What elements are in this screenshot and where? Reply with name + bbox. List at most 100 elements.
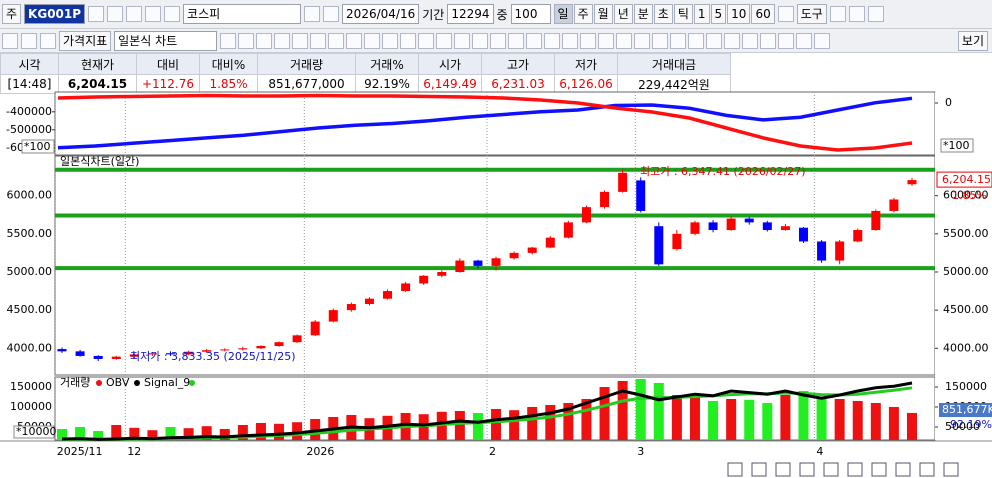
interval[interactable]: 월 [593, 4, 613, 24]
interval[interactable]: 분 [633, 4, 653, 24]
icon[interactable] [829, 6, 846, 22]
icon[interactable] [562, 32, 579, 49]
candle-body [419, 275, 429, 284]
candle-body [455, 260, 465, 272]
candle-body [618, 172, 628, 192]
volume-bar [689, 397, 700, 440]
icon[interactable] [304, 6, 321, 22]
icon[interactable] [526, 32, 543, 49]
icon[interactable] [760, 32, 777, 49]
y-tick-label: 5000.00 [7, 265, 53, 278]
unit-box [21, 139, 55, 154]
period[interactable]: 12294 [447, 4, 494, 24]
icon[interactable] [867, 6, 884, 22]
icon[interactable] [724, 32, 741, 49]
candle-body [166, 353, 176, 355]
icon[interactable] [220, 32, 237, 49]
icon[interactable] [490, 32, 507, 49]
volume-bar [780, 395, 791, 440]
market[interactable]: 주 [2, 4, 22, 24]
icon[interactable] [382, 32, 399, 49]
interval[interactable]: 10 [727, 4, 751, 24]
chart-type[interactable]: 일본식 차트 [114, 30, 218, 51]
legend-label: Signal_9 [144, 376, 190, 389]
icon[interactable] [364, 32, 381, 49]
icon[interactable] [323, 6, 340, 22]
icon[interactable] [145, 6, 162, 22]
icon[interactable] [814, 32, 831, 49]
count[interactable]: 100 [510, 4, 551, 24]
icon[interactable] [346, 32, 363, 49]
last-volume-box [939, 403, 992, 417]
icon[interactable] [256, 32, 273, 49]
icon[interactable] [706, 32, 723, 49]
icon[interactable] [238, 32, 255, 49]
icon[interactable] [292, 32, 309, 49]
view[interactable]: 보기 [957, 30, 988, 51]
icon[interactable] [634, 32, 651, 49]
interval[interactable]: 1 [693, 4, 710, 24]
icon[interactable] [164, 6, 181, 22]
icon[interactable] [400, 32, 417, 49]
interval[interactable]: 일 [553, 4, 573, 24]
candle-body [93, 355, 103, 359]
icon[interactable] [796, 32, 813, 49]
indicator[interactable]: 가격지표 [59, 30, 112, 51]
volume-bar [708, 401, 719, 440]
icon[interactable] [107, 6, 124, 22]
icon[interactable] [778, 32, 795, 49]
interval[interactable]: 초 [653, 4, 673, 24]
interval[interactable]: 년 [613, 4, 633, 24]
x-tick-label: 2026 [306, 445, 334, 458]
interval[interactable]: 5 [710, 4, 727, 24]
icon[interactable] [742, 32, 759, 49]
legend-dot [134, 380, 140, 386]
icon[interactable] [88, 6, 105, 22]
bottom-icon [943, 462, 959, 477]
interval[interactable]: 60 [751, 4, 775, 24]
unit: *100 [943, 139, 970, 152]
candle-body [871, 210, 881, 231]
icon[interactable] [580, 32, 597, 49]
icon[interactable] [652, 32, 669, 49]
volume-bar [527, 407, 538, 440]
bottom-icon [895, 462, 911, 477]
icon[interactable] [598, 32, 615, 49]
tools[interactable]: 도구 [796, 4, 827, 24]
icon[interactable] [616, 32, 633, 49]
icon[interactable] [274, 32, 291, 49]
volume-bar [599, 387, 610, 440]
flow-line [57, 93, 913, 152]
icon[interactable] [544, 32, 561, 49]
icon[interactable] [310, 32, 327, 49]
date[interactable]: 2026/04/16 [342, 4, 420, 24]
icon[interactable] [40, 32, 56, 49]
candle-body [907, 180, 917, 185]
icon[interactable] [328, 32, 345, 49]
icon[interactable] [418, 32, 435, 49]
interval[interactable]: 주 [573, 4, 593, 24]
icon[interactable] [436, 32, 453, 49]
quote-header: 대비% [199, 53, 258, 75]
icon[interactable] [670, 32, 687, 49]
code[interactable]: KG001P [24, 4, 86, 24]
bottom-icon [871, 462, 887, 477]
icon[interactable] [21, 32, 37, 49]
volume-bar [545, 405, 556, 440]
icon[interactable] [848, 6, 865, 22]
interval[interactable]: 틱 [673, 4, 693, 24]
icon[interactable] [688, 32, 705, 49]
candle-body [75, 351, 85, 356]
icon[interactable] [472, 32, 489, 49]
name[interactable]: 코스피 [183, 4, 302, 24]
icon[interactable] [126, 6, 143, 22]
toolbar: 주 KG001P 코스피 2026/04/16 기간 12294 중 100 일… [0, 0, 992, 29]
candle-body [437, 271, 447, 276]
candle-body [817, 241, 827, 261]
icon[interactable] [777, 6, 794, 22]
volume-bar [798, 391, 809, 440]
candle-body [129, 354, 139, 357]
icon[interactable] [454, 32, 471, 49]
icon[interactable] [2, 32, 18, 49]
icon[interactable] [508, 32, 525, 49]
